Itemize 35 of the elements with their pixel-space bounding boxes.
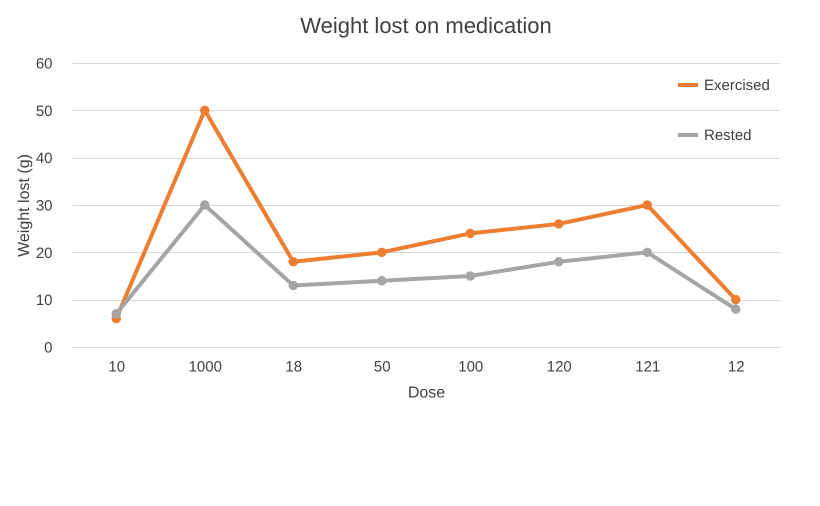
point bbox=[731, 294, 740, 304]
x-tick-label: 50 bbox=[374, 358, 391, 376]
point bbox=[288, 257, 298, 267]
point bbox=[731, 304, 740, 314]
point bbox=[112, 309, 121, 319]
point bbox=[200, 200, 210, 210]
point bbox=[554, 257, 564, 267]
x-axis-title: Dose bbox=[408, 384, 446, 402]
chart-title: Weight lost on medication bbox=[300, 13, 552, 38]
point bbox=[642, 200, 652, 210]
point bbox=[554, 219, 564, 229]
y-tick-label: 60 bbox=[36, 56, 52, 72]
x-tick-label: 1000 bbox=[188, 358, 222, 376]
x-tick-label: 100 bbox=[458, 358, 484, 376]
point bbox=[377, 276, 386, 286]
x-tick-label: 12 bbox=[728, 358, 745, 376]
x-tick-label: 10 bbox=[108, 358, 126, 376]
point bbox=[466, 271, 475, 281]
point bbox=[466, 228, 475, 238]
x-tick-label: 120 bbox=[546, 358, 572, 376]
y-tick-label: 50 bbox=[36, 102, 52, 120]
y-tick-label: 0 bbox=[44, 340, 52, 356]
y-tick-label: 30 bbox=[36, 198, 52, 214]
y-tick-label: 20 bbox=[36, 244, 52, 262]
y-axis-title: Weight lost (g) bbox=[16, 154, 33, 257]
y-tick-label: 40 bbox=[36, 150, 52, 168]
x-tick-label: 18 bbox=[285, 358, 302, 376]
point bbox=[642, 248, 652, 258]
legend-label: Exercised bbox=[704, 77, 770, 94]
point bbox=[200, 106, 210, 116]
point bbox=[288, 280, 298, 290]
y-tick-label: 10 bbox=[36, 292, 52, 310]
x-tick-label: 121 bbox=[635, 358, 660, 376]
point bbox=[377, 248, 386, 258]
legend-label: Rested bbox=[704, 127, 752, 144]
